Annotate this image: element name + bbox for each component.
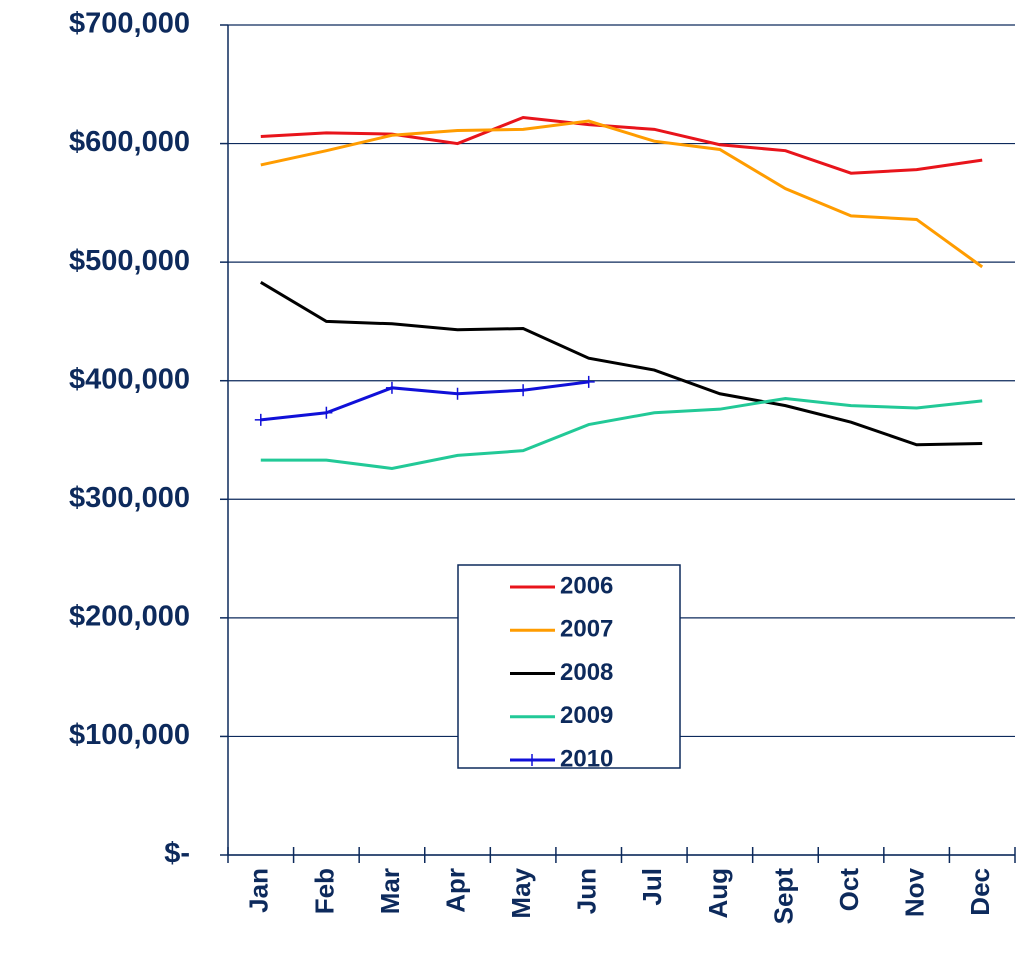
x-tick-label: Dec (965, 868, 995, 916)
data-point (451, 387, 464, 400)
x-tick-label: Jun (572, 868, 602, 914)
x-tick-label: Aug (703, 868, 733, 919)
y-tick-label: $400,000 (69, 363, 190, 395)
y-tick-label: $200,000 (69, 601, 190, 633)
x-tick-label: Mar (375, 868, 405, 914)
x-tick-label: Apr (440, 868, 470, 913)
series-line (260, 380, 589, 422)
x-tick-label: Nov (900, 867, 930, 917)
x-tick-label: May (506, 867, 536, 918)
y-tick-label: $700,000 (69, 8, 190, 40)
legend-label: 2006 (560, 572, 613, 599)
legend-label: 2009 (560, 702, 613, 729)
x-tick-label: Oct (834, 868, 864, 912)
data-point (320, 406, 333, 419)
data-point (385, 381, 398, 394)
y-tick-label: $500,000 (69, 245, 190, 277)
y-tick-label: $- (164, 838, 190, 870)
y-tick-label: $100,000 (69, 719, 190, 751)
legend-box (457, 564, 681, 769)
series-line (260, 115, 983, 175)
data-point (254, 413, 267, 426)
data-point (517, 384, 530, 397)
x-tick-label: Jan (244, 868, 274, 913)
data-point (582, 375, 595, 388)
legend-label: 2010 (560, 745, 613, 772)
x-tick-label: Sept (768, 868, 798, 925)
legend-label: 2007 (560, 616, 613, 643)
series-line (260, 119, 984, 269)
x-tick-label: Jul (637, 868, 667, 906)
series-line (260, 281, 983, 447)
y-tick-label: $300,000 (69, 482, 190, 514)
legend-label: 2008 (560, 659, 613, 686)
series-line (260, 396, 983, 470)
y-tick-label: $600,000 (69, 126, 190, 158)
x-tick-label: Feb (309, 868, 339, 914)
